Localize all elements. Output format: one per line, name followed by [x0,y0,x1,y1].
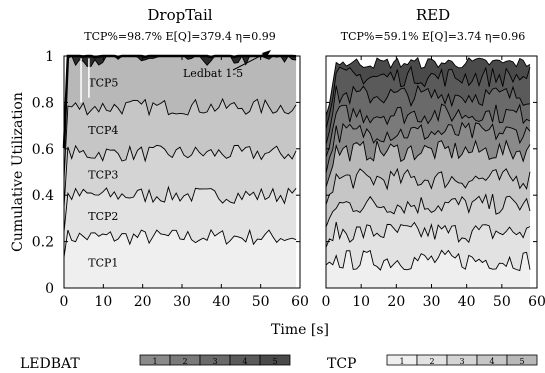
stack-layer-4 [64,99,297,208]
x-tick-label: 50 [252,294,270,310]
left-chart-title: DropTail [147,6,212,24]
series-line-7 [325,103,531,158]
x-tick-label: 50 [493,294,511,310]
series-line-3 [63,144,297,208]
legend-tcp-box-label: 2 [429,357,434,366]
left-plot-area: 0 10 20 30 40 50 60 0 0.2 0.4 0.6 0.8 1 TCP1 TCP2 TCP3 T… [32,49,309,310]
x-axis-label: Time [s] [271,322,329,338]
x-tick-label: 60 [528,294,545,310]
right-plot-area: 0 10 20 30 40 50 60 [322,55,545,310]
series-line-3 [325,193,531,228]
series-line-8 [325,84,531,145]
legend-ledbat-boxes: 1 2 3 4 5 [139,354,291,366]
ledbat-annotation: Ledbat 1-5 [183,67,243,80]
stack-layer-5 [326,140,530,205]
x-tick-label: 20 [387,294,405,310]
right-chart-title: RED [416,6,450,24]
stack-layer-6 [64,56,297,151]
stack-layer-10 [326,57,530,130]
stack-layer-5 [64,56,297,180]
series-line-9 [325,65,531,130]
stack-layer-3 [64,145,297,233]
legend-tcp-label: TCP [327,356,356,372]
legend-tcp-box-label: 5 [519,357,524,366]
x-tick-label: 40 [212,294,230,310]
legend-tcp-boxes: 1 2 3 4 5 [386,354,538,366]
annotation-arrow-line [232,51,269,71]
x-tick-label: 10 [94,294,112,310]
x-tick-label: 40 [458,294,476,310]
y-tick-label: 0.6 [32,142,54,158]
legend-tcp-box-label: 4 [489,357,494,366]
stack-label-tcp2: TCP2 [88,210,118,223]
stack-label-tcp3: TCP3 [88,168,118,181]
legend-ledbat-box-label: 4 [242,357,247,366]
y-tick-label: 1 [45,49,54,65]
stack-label-tcp1: TCP1 [88,256,118,269]
series-line-10 [325,56,531,117]
y-tick-label: 0.4 [32,188,54,204]
left-chart-subtitle: TCP%=98.7% E[Q]=379.4 η=0.99 [84,30,275,43]
stack-layer-2 [64,187,297,258]
legend-ledbat-box-label: 2 [182,357,187,366]
x-tick-label: 60 [291,294,309,310]
legend-ledbat-box-5 [259,354,291,366]
stack-layer-1 [64,229,297,288]
x-tick-label: 10 [352,294,370,310]
series-line-5 [325,139,531,188]
x-tick-label: 0 [322,294,331,310]
x-tick-label: 0 [60,294,69,310]
x-tick-label: 30 [423,294,441,310]
x-tick-label: 20 [134,294,152,310]
series-line-1 [63,228,297,258]
y-tick-label: 0.8 [32,95,54,111]
series-line-6 [325,121,531,174]
legend-tcp-box-5 [506,354,538,366]
legend-tcp-box-label: 3 [459,357,464,366]
y-tick-label: 0.2 [32,235,54,251]
legend-ledbat-box-label: 5 [272,357,277,366]
series-line-1 [325,249,531,272]
series-line-4 [325,167,531,206]
x-tick-label: 30 [173,294,191,310]
right-chart-subtitle: TCP%=59.1% E[Q]=3.74 η=0.96 [341,30,525,43]
series-line-4 [63,97,297,180]
stack-layer-4 [326,168,530,228]
legend-ledbat-box-label: 3 [212,357,217,366]
annotation-arrow-head [262,50,271,58]
stack-label-tcp4: TCP4 [88,124,118,137]
stack-layer-3 [326,194,530,248]
series-line-2 [63,185,297,233]
stack-label-tcp5: TCP5 [88,77,118,90]
legend-ledbat-label: LEDBAT [20,356,80,372]
stack-layer-2 [326,222,530,271]
series-line-2 [325,221,531,248]
y-axis-label: Cumulative Utilization [10,92,26,252]
y-tick-label: 0 [45,281,54,297]
legend-ledbat-box-label: 1 [152,357,157,366]
legend-tcp-box-label: 1 [399,357,404,366]
stack-layer-8 [326,85,530,158]
